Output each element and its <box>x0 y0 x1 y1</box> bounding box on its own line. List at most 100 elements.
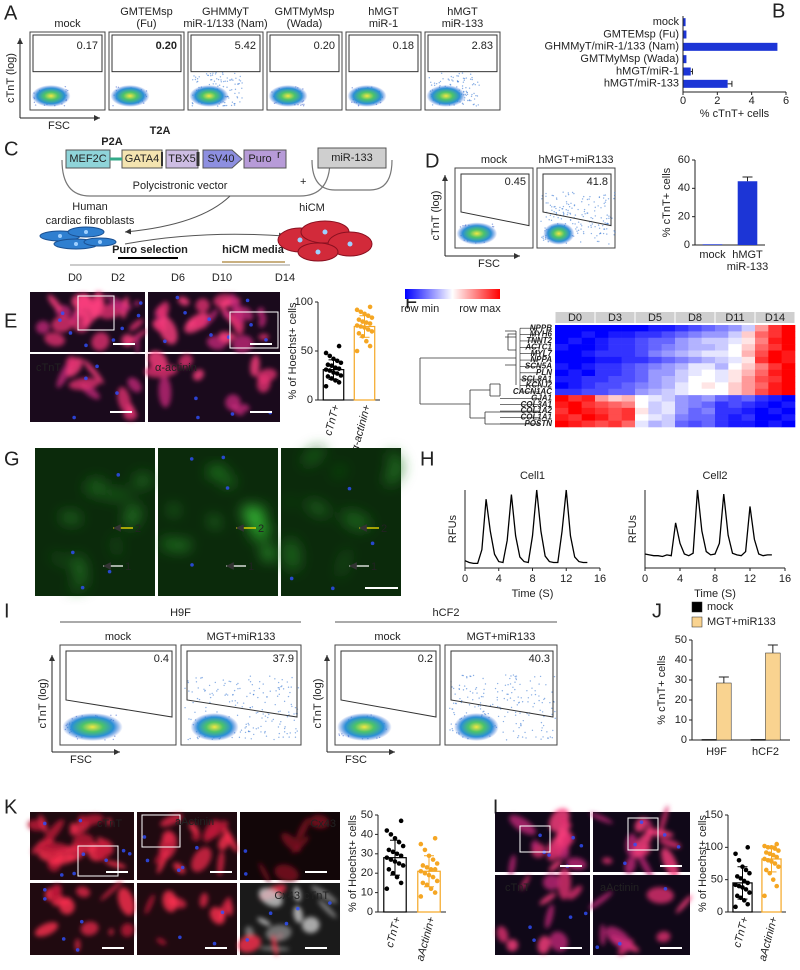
cell <box>221 477 235 487</box>
cell <box>205 820 229 839</box>
event-dot <box>281 685 283 687</box>
heat-cell <box>555 344 569 351</box>
heat-cell <box>555 337 569 345</box>
data-point <box>367 304 373 310</box>
cell <box>82 298 103 327</box>
nucleus <box>138 301 143 305</box>
event-dot <box>594 215 597 217</box>
heat-cell <box>755 356 769 364</box>
nucleus <box>663 886 668 891</box>
nucleus <box>538 833 542 838</box>
heat-cell <box>568 369 582 377</box>
heat-cell <box>635 363 649 370</box>
heat-cell <box>715 325 729 332</box>
event-dot <box>239 80 242 82</box>
cells <box>282 446 403 578</box>
event-dot <box>571 191 574 194</box>
event-dot <box>241 87 243 89</box>
data-point <box>430 857 436 862</box>
event-dot <box>467 696 469 698</box>
data-point <box>384 886 390 892</box>
nucleus <box>618 941 622 946</box>
category-label: GHMMyT/miR-1/133 (Nam) <box>545 41 679 53</box>
data-point <box>772 861 778 866</box>
heat-cell <box>608 407 622 415</box>
cell <box>229 293 244 324</box>
data-point <box>400 863 406 868</box>
data-point <box>323 383 329 389</box>
nucleus <box>121 848 126 853</box>
heat-cell <box>595 337 609 345</box>
event-dot <box>590 217 592 219</box>
heat-cell <box>741 388 756 396</box>
cell <box>256 374 271 393</box>
bar <box>765 652 781 741</box>
event-dot <box>614 231 616 233</box>
event-dot <box>577 208 579 211</box>
event-dot <box>452 80 454 82</box>
event-dot <box>229 79 231 81</box>
heat-cell <box>608 388 622 396</box>
event-dot <box>608 215 610 217</box>
heat-cell <box>701 356 716 364</box>
data-point <box>364 320 369 325</box>
event-dot <box>527 697 530 699</box>
bar <box>702 244 723 245</box>
inset-box <box>141 814 181 848</box>
data-point <box>420 880 426 886</box>
event-dot <box>468 99 471 101</box>
nucleus <box>322 229 328 235</box>
event-dot <box>201 676 203 679</box>
event-dot <box>534 693 537 696</box>
cell <box>191 831 201 841</box>
cell <box>124 504 141 528</box>
event-dot <box>504 715 506 718</box>
gate-value: 40.3 <box>529 653 550 665</box>
axis-label: cTnT (log) <box>430 191 442 241</box>
heat-cell <box>675 388 689 396</box>
event-dot <box>510 706 513 709</box>
heat-cell <box>675 344 689 351</box>
event-dot <box>457 81 460 83</box>
x-tick-label: H9F <box>706 746 727 758</box>
event-dot <box>512 674 515 676</box>
plot-title: hMGT+miR133 <box>539 154 614 166</box>
plot-title: mock <box>105 631 132 643</box>
event-dot <box>569 219 572 221</box>
nucleus <box>79 919 84 924</box>
event-dot <box>489 704 492 707</box>
event-dot <box>507 693 509 696</box>
axis-label: FSC <box>70 754 92 766</box>
heat-cell <box>781 388 796 396</box>
event-dot <box>551 707 553 709</box>
source-label: Human <box>72 201 107 213</box>
event-dot <box>526 690 528 692</box>
event-dot <box>517 735 520 737</box>
event-dot <box>274 678 276 680</box>
event-dot <box>522 719 524 722</box>
heat-cell <box>688 325 702 332</box>
event-dot <box>209 696 212 699</box>
event-dot <box>203 688 205 691</box>
heat-cell <box>688 388 702 396</box>
event-dot <box>478 697 480 699</box>
event-dot <box>482 711 484 713</box>
event-dot <box>273 738 275 741</box>
gate-value: 0.4 <box>154 653 169 665</box>
event-dot <box>461 87 464 90</box>
event-dot <box>551 713 553 716</box>
heat-cell <box>688 420 702 428</box>
cell <box>588 891 613 910</box>
event-dot <box>471 76 473 79</box>
event-dot <box>541 711 544 713</box>
event-dot <box>249 681 252 683</box>
heat-cell <box>728 401 742 409</box>
event-dot <box>548 219 550 221</box>
event-dot <box>194 78 197 81</box>
cell <box>59 898 75 915</box>
event-dot <box>462 689 465 691</box>
cell <box>113 535 120 557</box>
event-dot <box>338 734 341 737</box>
event-dot <box>191 691 193 693</box>
event-dot <box>462 674 464 677</box>
